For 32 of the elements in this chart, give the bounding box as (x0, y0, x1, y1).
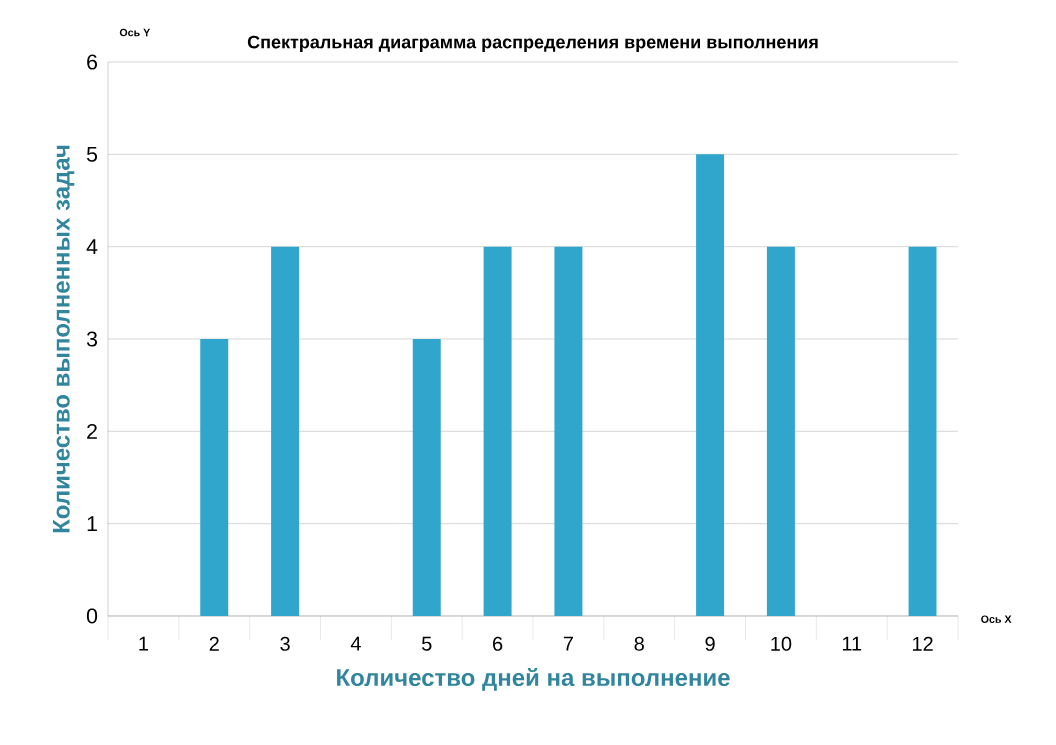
x-tick-label: 10 (771, 636, 792, 651)
bar (696, 154, 725, 616)
text: Ось Y (119, 28, 151, 37)
x-axis-title: Количество дней на выполнение (337, 668, 730, 691)
y-tick-label: 5 (86, 146, 98, 162)
x-tick-label: 9 (705, 636, 715, 651)
x-tick-label: 4 (350, 636, 361, 651)
bar (200, 338, 229, 616)
text: Ось X (981, 615, 1012, 623)
x-tick-label: 11 (842, 636, 862, 651)
bar (554, 246, 583, 616)
x-tick-label: 6 (493, 636, 503, 651)
x-tick-label: 8 (634, 636, 644, 651)
bar (766, 246, 795, 616)
bar (483, 246, 512, 616)
x-tick-label: 2 (209, 636, 219, 651)
y-axis-title: Количество выполненных задач (52, 145, 75, 533)
bar (908, 246, 937, 616)
y-tick-label: 3 (86, 331, 98, 347)
x-tick-label: 5 (421, 636, 432, 651)
x-tick-label: 7 (563, 636, 573, 651)
x-tick-label: 1 (139, 636, 148, 651)
bar (412, 338, 441, 616)
chart-title: Спектральная диаграмма распределения времени выполнения (247, 35, 818, 52)
x-tick-label: 3 (280, 636, 290, 651)
bar (271, 246, 300, 616)
y-tick-label: 2 (87, 423, 97, 439)
y-tick-label: 1 (87, 516, 97, 531)
y-tick-label: 4 (86, 239, 98, 254)
y-tick-label: 0 (86, 608, 98, 624)
x-tick-label: 12 (912, 636, 933, 651)
y-tick-label: 6 (87, 54, 98, 70)
